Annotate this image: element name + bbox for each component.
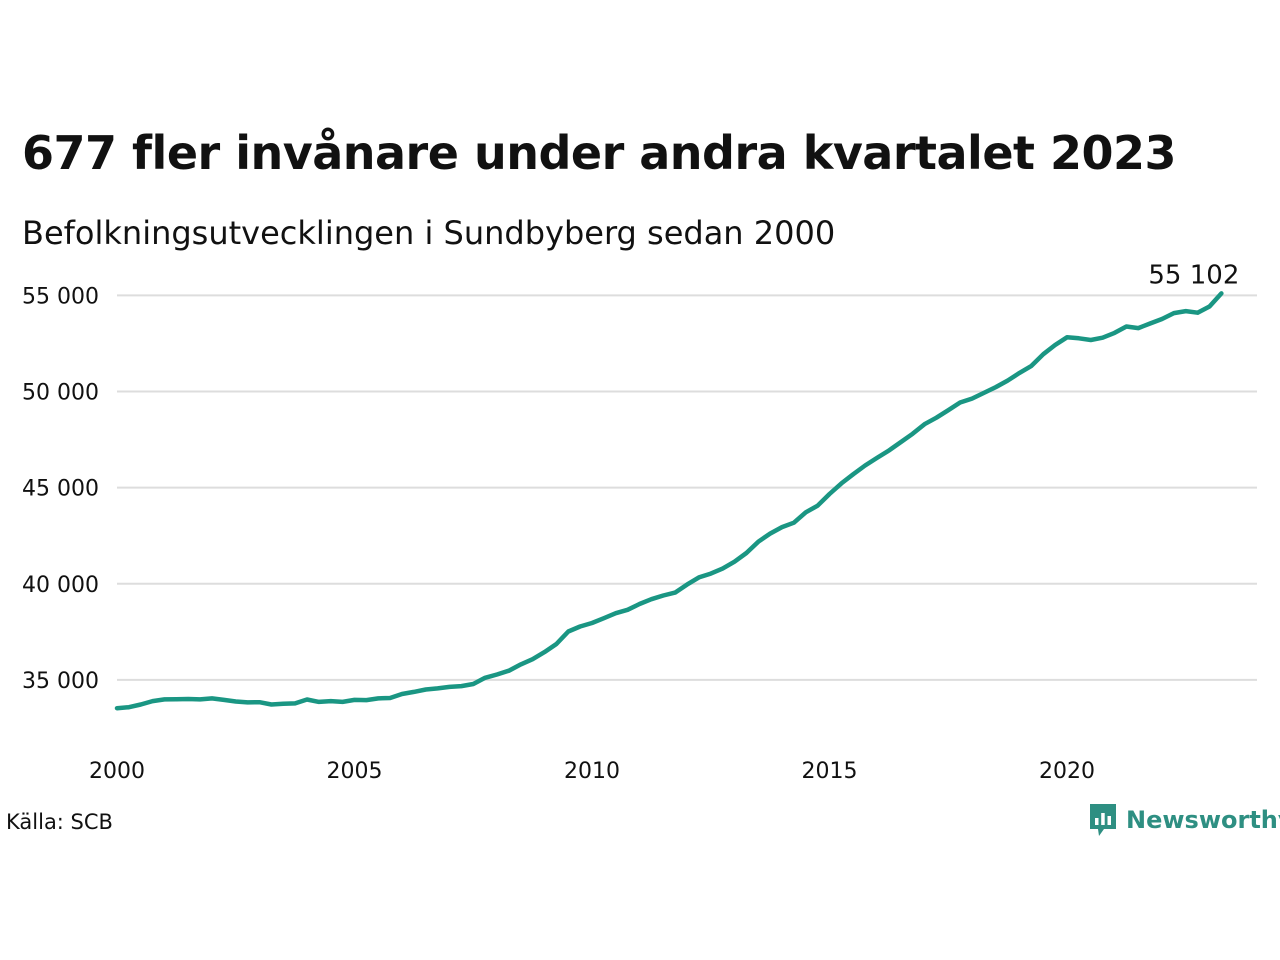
y-tick-label: 35 000 bbox=[22, 669, 99, 694]
y-tick-label: 55 000 bbox=[22, 284, 99, 309]
gridlines bbox=[117, 294, 1257, 681]
chart-title: 677 fler invånare under andra kvartalet … bbox=[22, 126, 1177, 180]
x-tick-label: 2015 bbox=[802, 759, 858, 784]
y-axis-ticks: 35 000 40 000 45 000 50 000 55 000 bbox=[22, 284, 99, 694]
y-tick-label: 45 000 bbox=[22, 477, 99, 502]
chart-subtitle: Befolkningsutvecklingen i Sundbyberg sed… bbox=[22, 214, 836, 252]
source-note: Källa: SCB bbox=[6, 810, 113, 834]
end-value-label: 55 102 bbox=[1148, 260, 1239, 290]
series-layer bbox=[114, 291, 1224, 711]
x-tick-label: 2020 bbox=[1039, 759, 1095, 784]
y-tick-label: 50 000 bbox=[22, 381, 99, 406]
end-label-layer: 55 102 bbox=[1148, 260, 1239, 290]
x-tick-label: 2010 bbox=[564, 759, 620, 784]
brand-logo[interactable]: Newsworthy bbox=[1088, 802, 1280, 838]
series-line-0 bbox=[114, 291, 1224, 711]
x-tick-label: 2005 bbox=[327, 759, 383, 784]
x-tick-label: 2000 bbox=[89, 759, 145, 784]
newsworthy-logo-icon bbox=[1090, 804, 1116, 836]
x-axis-ticks: 2000 2005 2010 2015 2020 bbox=[89, 759, 1095, 784]
brand-name: Newsworthy bbox=[1126, 806, 1280, 834]
y-tick-label: 40 000 bbox=[22, 573, 99, 598]
